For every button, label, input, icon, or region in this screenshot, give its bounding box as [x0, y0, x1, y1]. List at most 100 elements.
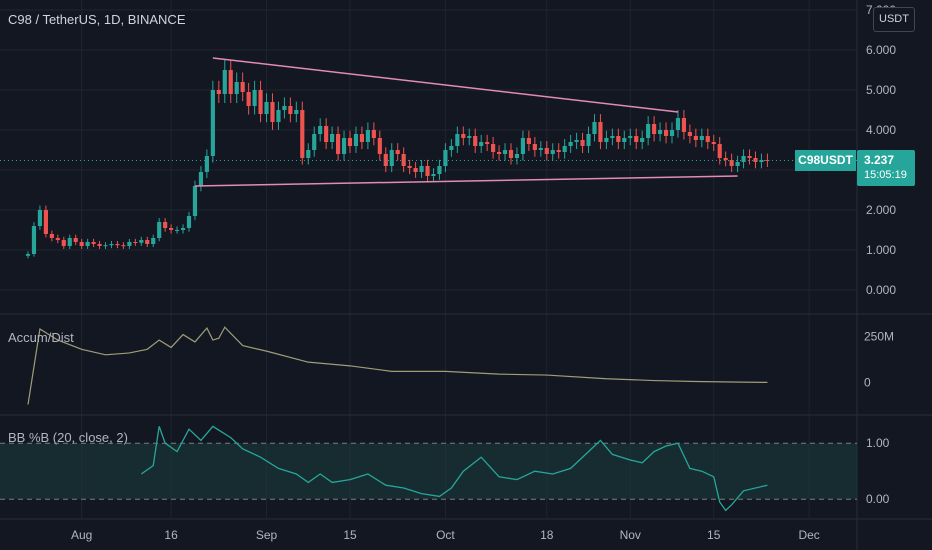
candle-body — [729, 160, 734, 166]
candle-body — [73, 238, 78, 242]
candle-body — [431, 174, 436, 176]
candle-body — [616, 136, 621, 142]
candle-body — [395, 150, 400, 154]
candle-body — [443, 150, 448, 166]
trendline — [212, 57, 679, 113]
candle-body — [574, 140, 579, 142]
time-axis-tick: 16 — [164, 528, 178, 542]
candle-body — [49, 234, 54, 238]
candle-body — [693, 136, 698, 140]
candle-body — [753, 158, 758, 162]
candle-body — [747, 156, 752, 158]
candle-body — [389, 150, 394, 166]
candle-body — [347, 138, 353, 146]
candle-body — [288, 106, 293, 114]
candle-body — [705, 136, 710, 142]
candle-body — [514, 154, 520, 158]
time-axis-tick: Oct — [436, 528, 455, 542]
candle-body — [401, 154, 406, 166]
candle-body — [43, 210, 48, 234]
candle-body — [652, 124, 657, 134]
candle-body — [538, 148, 543, 150]
candle-body — [97, 244, 102, 246]
candle-body — [37, 210, 43, 226]
candle-body — [532, 144, 537, 150]
candle-body — [699, 136, 704, 140]
candle-body — [663, 130, 669, 136]
candle-body — [377, 138, 382, 154]
ticker-tag: C98USDT — [795, 150, 856, 171]
candle-body — [306, 150, 311, 158]
price-axis-tick: 6.000 — [866, 43, 896, 57]
candle-body — [31, 226, 37, 254]
candle-body — [276, 110, 281, 122]
candle-body — [383, 154, 388, 166]
candle-body — [687, 132, 692, 136]
candle-body — [711, 142, 716, 144]
bb-axis-tick: 0.00 — [866, 492, 890, 506]
candle-body — [598, 122, 603, 142]
candle-body — [163, 222, 168, 228]
candle-body — [544, 148, 549, 154]
candle-body — [216, 90, 221, 94]
last-price-value: 3.237 — [864, 153, 895, 167]
candle-body — [550, 150, 555, 154]
candle-body — [520, 138, 526, 154]
candle-body — [449, 146, 454, 150]
candle-body — [455, 134, 460, 146]
candle-body — [270, 102, 275, 122]
candle-body — [717, 144, 722, 158]
candle-body — [479, 142, 484, 146]
candle-body — [407, 166, 412, 168]
bb-axis-tick: 1.00 — [866, 436, 890, 450]
candle-body — [139, 240, 144, 243]
candle-body — [669, 130, 675, 136]
currency-selector[interactable]: USDT — [873, 7, 915, 32]
candle-body — [240, 82, 245, 92]
candle-body — [145, 240, 150, 244]
candle-body — [586, 134, 591, 146]
candle-body — [741, 156, 746, 162]
candle-body — [192, 186, 198, 216]
candle-body — [467, 136, 472, 138]
trendline — [194, 175, 738, 187]
candle-body — [210, 90, 215, 156]
candle-body — [127, 242, 132, 246]
time-axis-tick: 18 — [540, 528, 554, 542]
candle-body — [79, 242, 84, 246]
candle-body — [610, 136, 615, 138]
candle-body — [246, 92, 251, 106]
candle-body — [634, 136, 639, 142]
candle-body — [180, 228, 186, 230]
time-axis-tick: Nov — [620, 528, 641, 542]
candle-body — [312, 134, 317, 150]
candle-body — [508, 150, 514, 158]
bb-band-fill — [0, 443, 857, 500]
candle-body — [282, 106, 287, 110]
candle-body — [681, 118, 687, 132]
candle-body — [228, 70, 233, 94]
candle-body — [365, 130, 370, 142]
candle-body — [371, 130, 376, 138]
candle-body — [562, 146, 567, 152]
candle-body — [25, 254, 31, 256]
time-axis-tick: 15 — [343, 528, 357, 542]
bb-percent-b-line — [140, 425, 768, 512]
candle-body — [425, 166, 430, 176]
candle-body — [169, 228, 174, 230]
symbol-title: C98 / TetherUS, 1D, BINANCE — [8, 12, 186, 27]
candle-body — [646, 124, 651, 138]
candle-body — [580, 140, 585, 146]
candle-body — [157, 222, 162, 238]
candle-body — [91, 242, 96, 244]
candle-body — [55, 238, 60, 240]
candle-body — [622, 138, 627, 142]
candle-body — [502, 150, 508, 154]
candle-body — [491, 144, 496, 152]
candle-body — [186, 216, 192, 228]
bb-percent-b-label: BB %B (20, close, 2) — [8, 430, 128, 445]
time-axis-tick: Aug — [71, 528, 92, 542]
candle-body — [353, 134, 359, 146]
candle-body — [121, 245, 126, 247]
